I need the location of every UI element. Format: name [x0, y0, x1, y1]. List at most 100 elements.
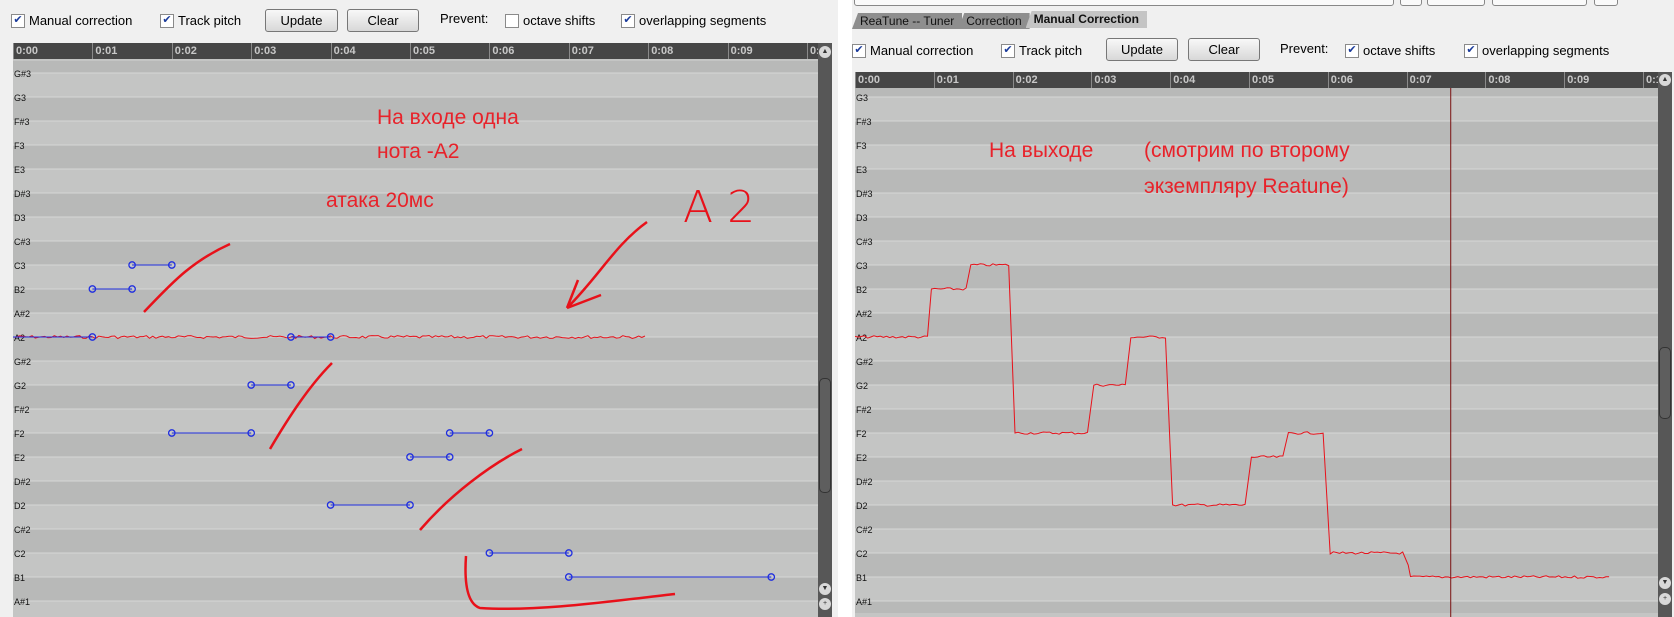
pitch-row-band [855, 589, 1658, 601]
pitch-row-band [855, 265, 1658, 277]
hand-stroke-attack-3 [419, 447, 523, 531]
pitch-row-band [13, 61, 818, 73]
update-button[interactable]: Update [265, 9, 338, 32]
zoom-in-icon[interactable]: + [1659, 593, 1671, 605]
checkbox-label: octave shifts [1363, 43, 1436, 58]
overlapping-segments-checkbox[interactable]: ✔ overlapping segments [621, 13, 766, 28]
reatune-left-instance: ✔ Manual correction ✔ Track pitch Update C… [11, 9, 832, 617]
pitch-grid[interactable]: G3 F#3 F3 E3 D#3 D3 C#3 C3 B2 A#2 A2 G#2 G2 F#2 F2 E2 D#… [855, 88, 1658, 617]
time-tick-label: 0:02 [171, 43, 197, 59]
tab-reatune-tuner[interactable]: ReaTune -- Tuner [852, 13, 963, 29]
pitch-editor-canvas[interactable]: G3 F#3 F3 E3 D#3 D3 C#3 C3 B2 A#2 A2 G#2 G2 F#2 F2 E2 D#… [855, 88, 1658, 617]
scroll-up-icon[interactable]: ▲ [819, 46, 831, 58]
scrollbar-thumb[interactable] [1659, 347, 1671, 419]
pitch-row-band [855, 421, 1658, 433]
time-tick-label: 0:00 [855, 72, 880, 88]
pitch-row-band [13, 505, 818, 517]
clear-button[interactable]: Clear [1188, 38, 1260, 61]
track-pitch-checkbox[interactable]: ✔ Track pitch [1001, 43, 1082, 58]
pitch-row-label: F#2 [14, 405, 30, 415]
pitch-grid[interactable]: G#3 G3 F#3 F3 E3 D#3 D3 C#3 C3 B2 A#2 A2 G#2 G2 F#2 F2 E… [13, 59, 818, 617]
pitch-editor-canvas[interactable]: G#3 G3 F#3 F3 E3 D#3 D3 C#3 C3 B2 A#2 A2 G#2 G2 F#2 F2 E… [13, 59, 818, 617]
segment-handle-start [287, 333, 295, 341]
pitch-row-label: G#3 [14, 69, 31, 79]
manual-correction-checkbox[interactable]: ✔ Manual correction [11, 13, 132, 28]
vertical-scrollbar[interactable]: ▲ ▼ + [818, 43, 832, 617]
time-tick-label: 0:10 [807, 43, 818, 59]
scrollbar-thumb[interactable] [819, 378, 831, 493]
pitch-row-band [855, 229, 1658, 241]
pitch-row-band [855, 601, 1658, 613]
pitch-row-band [13, 457, 818, 469]
pitch-row-label: B1 [856, 573, 867, 583]
pitch-row-band [855, 109, 1658, 121]
checkbox-box[interactable]: ✔ [852, 43, 866, 58]
divider [838, 0, 852, 617]
toolbar-button[interactable] [1400, 0, 1422, 6]
checkbox-box[interactable]: ✔ [1464, 43, 1478, 58]
pitch-row-band [13, 325, 818, 337]
scroll-down-icon[interactable]: ▼ [819, 583, 831, 595]
checkbox-box[interactable]: ✔ [1345, 43, 1359, 58]
segment-handle-start [88, 285, 97, 293]
checkbox-box[interactable]: ✔ [1001, 43, 1015, 58]
checkbox-box[interactable]: ✔ [621, 13, 635, 28]
annotation-text: На входе одна [377, 106, 519, 129]
time-ruler[interactable]: 0:00 0:01 0:02 0:03 0:04 0:05 0:06 0:07 0:08 0:09… [855, 72, 1658, 88]
segment-handle-end [445, 453, 454, 461]
pitch-row-label: A#2 [856, 309, 872, 319]
pitch-row-band [13, 481, 818, 493]
track-pitch-checkbox[interactable]: ✔ Track pitch [160, 13, 241, 28]
time-tick-label: 0:10 [1643, 72, 1658, 88]
pitch-row-band [13, 313, 818, 325]
vertical-scrollbar[interactable]: ▲ ▼ + [1658, 72, 1672, 617]
prevent-label: Prevent: [1280, 41, 1329, 56]
checkbox-box[interactable]: ✔ [160, 13, 174, 28]
update-button[interactable]: Update [1106, 38, 1178, 61]
pitch-row-band [13, 361, 818, 373]
toolbar-button[interactable] [1594, 0, 1618, 6]
overlapping-segments-checkbox[interactable]: ✔ overlapping segments [1464, 43, 1609, 58]
manual-correction-checkbox[interactable]: ✔ Manual correction [852, 43, 973, 58]
time-ruler[interactable]: 0:00 0:01 0:02 0:03 0:04 0:05 0:06 0:07 0:08 0:09… [13, 43, 818, 59]
pitch-row-band [13, 145, 818, 157]
segment-handle-end [247, 429, 256, 437]
segment-handle-start [564, 573, 573, 581]
scroll-down-icon[interactable]: ▼ [1659, 577, 1671, 589]
clear-button[interactable]: Clear [347, 9, 419, 32]
time-tick-label: 0:01 [92, 43, 117, 59]
pitch-row-label: D#3 [856, 189, 873, 199]
tab-correction[interactable]: Correction [958, 13, 1030, 29]
octave-shifts-checkbox[interactable]: ✔ octave shifts [1345, 43, 1435, 58]
time-tick-label: 0:08 [648, 43, 673, 59]
segment-handle-end [326, 333, 335, 341]
handwritten-a2-text: A2 [683, 182, 769, 233]
scroll-up-icon[interactable]: ▲ [1659, 74, 1671, 86]
pitch-row-band [13, 421, 818, 433]
pitch-row-band [855, 121, 1658, 133]
time-tick-label: 0:09 [1564, 72, 1589, 88]
pitch-row-label: B1 [14, 573, 25, 583]
octave-shifts-checkbox[interactable]: octave shifts [505, 13, 595, 28]
pitch-row-band [13, 397, 818, 409]
pitch-row-band [13, 217, 818, 229]
toolbar-button[interactable] [1427, 0, 1485, 6]
pitch-row-band [13, 517, 818, 529]
time-tick-label: 0:06 [1327, 72, 1353, 88]
toolbar-button[interactable] [1492, 0, 1587, 6]
pitch-row-label: E3 [856, 165, 867, 175]
pitch-row-band [855, 181, 1658, 193]
checkbox-box[interactable]: ✔ [11, 13, 25, 28]
tab-manual-correction[interactable]: Manual Correction [1025, 11, 1147, 28]
pitch-row-band [13, 205, 818, 217]
pitch-row-band [13, 97, 818, 109]
pitch-row-band [855, 553, 1658, 565]
pitch-row-band [13, 445, 818, 457]
checkbox-box[interactable] [505, 13, 519, 28]
zoom-in-icon[interactable]: + [819, 598, 831, 610]
preset-dropdown[interactable] [854, 0, 1394, 6]
pitch-row-band [13, 229, 818, 241]
hand-bracket [464, 555, 676, 611]
pitch-row-label: F#3 [14, 117, 30, 127]
time-tick-label: 0:04 [330, 43, 356, 59]
